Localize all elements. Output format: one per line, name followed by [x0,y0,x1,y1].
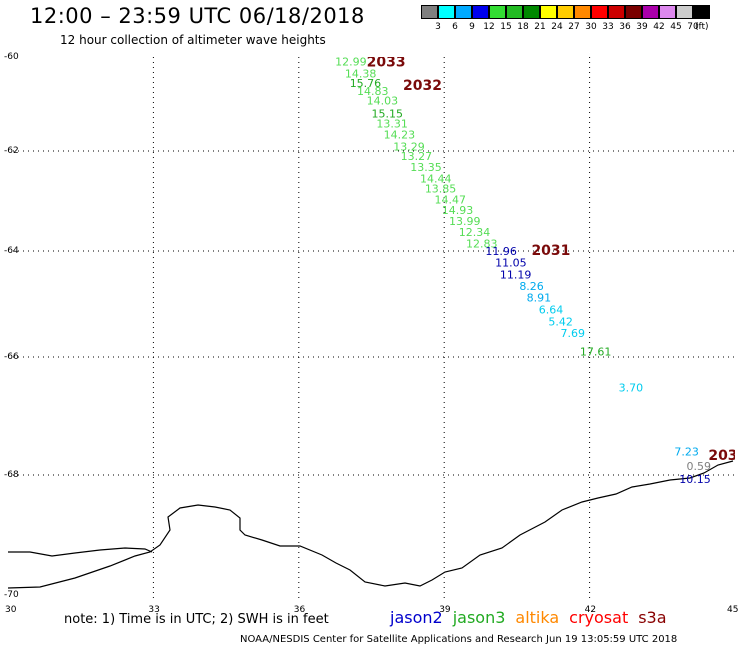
wave-height-map: 12.9914.3815.7614.8314.0315.1513.3114.23… [8,57,735,600]
color-swatch [421,5,438,19]
latitude-tick-label: -66 [4,352,19,362]
color-scale-label: 45 [670,22,682,32]
note-text: note: 1) Time is in UTC; 2) SWH is in fe… [64,612,329,627]
coastline-bay [8,547,153,557]
wave-height-value: 12.99 [335,57,367,69]
color-scale-label: 30 [585,22,597,32]
color-swatch [625,5,642,19]
color-swatch [506,5,523,19]
wave-height-value: 5.42 [548,315,573,328]
color-scale-label: 24 [551,22,563,32]
wave-height-value: 13.31 [376,118,408,131]
latitude-tick-label: -70 [4,590,19,600]
wave-height-value: 11.05 [495,257,526,270]
wave-height-value: 15.76 [350,77,382,90]
track-label-layer: 2033 2032 2031 2030 [367,57,735,464]
satellite-legend: jason2 jason3 altika cryosat s3a [390,608,677,627]
color-scale-label: 3 [435,22,441,32]
track-id-label: 2032 [403,78,442,94]
track-id-label: 2030 [708,448,735,464]
color-swatch [472,5,489,19]
color-scale-label: 33 [602,22,614,32]
color-swatch [540,5,557,19]
wave-height-value: 7.69 [561,327,586,340]
track-id-label: 2033 [367,57,406,71]
color-swatch [608,5,625,19]
latitude-tick-label: -68 [4,470,19,480]
color-swatch [523,5,540,19]
wave-height-value: 17.61 [580,346,612,359]
wave-height-value: 8.91 [527,292,552,305]
color-swatch [591,5,608,19]
graticule [8,57,735,600]
wave-height-value: 6.64 [539,303,564,316]
color-scale-label: 6 [452,22,458,32]
wave-height-value: 14.03 [367,95,399,108]
wave-height-value: 15.15 [372,107,404,120]
wave-height-value: 14.23 [384,129,416,142]
longitude-tick-label: 33 [148,605,160,615]
latitude-tick-label: -60 [4,52,19,62]
longitude-tick-label: 39 [439,605,451,615]
wave-height-value: 13.85 [425,183,457,196]
wave-height-value: 0.59 [687,460,712,473]
legend-item-cryosat: cryosat [569,608,629,627]
wave-height-value: 13.29 [393,140,425,153]
wave-height-value: 8.26 [519,280,544,293]
color-swatch [574,5,591,19]
wave-height-value: 10.15 [679,473,711,486]
color-swatch [489,5,506,19]
color-scale-label: 18 [517,22,529,32]
legend-item-jason2: jason2 [390,608,443,627]
footer-credit: NOAA/NESDIS Center for Satellite Applica… [240,634,678,645]
color-scale-label: 27 [568,22,580,32]
color-swatch [659,5,676,19]
color-scale-label: 70 [687,22,699,32]
wave-height-value: 12.83 [466,238,498,251]
longitude-tick-label: 42 [584,605,597,615]
map-title: 12:00 – 23:59 UTC 06/18/2018 [30,4,365,28]
wave-height-value: 14.93 [442,204,474,217]
wave-height-value: 3.70 [619,382,644,395]
color-scale-label: 36 [619,22,631,32]
color-swatch [676,5,693,19]
wave-height-value: 12.34 [459,226,491,239]
legend-item-jason3: jason3 [452,608,506,627]
latitude-tick-label: -62 [4,146,19,156]
legend-item-s3a: s3a [638,608,667,627]
color-scale-label: 42 [653,22,665,32]
color-swatch [642,5,659,19]
longitude-tick-label: 30 [5,605,17,615]
longitude-tick-label: 36 [293,605,306,615]
color-swatch [455,5,472,19]
wave-height-value: 11.96 [485,245,517,258]
color-scale-label: 39 [636,22,648,32]
wave-height-value: 13.99 [449,215,481,228]
color-scale-label: 9 [469,22,475,32]
longitude-tick-label: 45 [727,605,739,615]
track-id-label: 2031 [531,243,570,259]
color-swatch [693,5,710,19]
wave-height-value: 14.47 [435,194,467,207]
color-swatch [557,5,574,19]
coastline [8,460,734,589]
color-scale-unit: (ft) [695,22,709,32]
latitude-tick-label: -64 [4,246,19,256]
color-swatch [438,5,455,19]
color-scale-label: 15 [500,22,512,32]
wave-height-value: 14.38 [345,67,377,80]
wave-height-value: 11.19 [500,268,531,281]
color-scale-label: 12 [483,22,495,32]
map-subtitle: 12 hour collection of altimeter wave hei… [60,33,326,47]
wave-height-value: 7.23 [674,445,699,458]
observation-layer: 12.9914.3815.7614.8314.0315.1513.3114.23… [335,57,711,486]
wave-height-value: 14.44 [420,173,452,186]
legend-item-altika: altika [515,608,560,627]
wave-height-value: 13.27 [401,150,433,163]
wave-height-value: 13.35 [410,161,442,174]
wave-height-value: 14.83 [357,85,389,98]
color-scale-label: 21 [534,22,546,32]
